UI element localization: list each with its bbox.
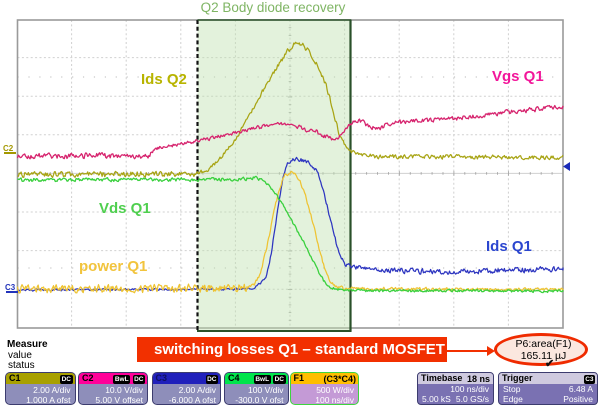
svg-text:C2: C2 — [3, 144, 14, 153]
svg-text:Q2 Body diode recovery: Q2 Body diode recovery — [201, 0, 346, 15]
svg-text:C3: C3 — [5, 283, 16, 292]
